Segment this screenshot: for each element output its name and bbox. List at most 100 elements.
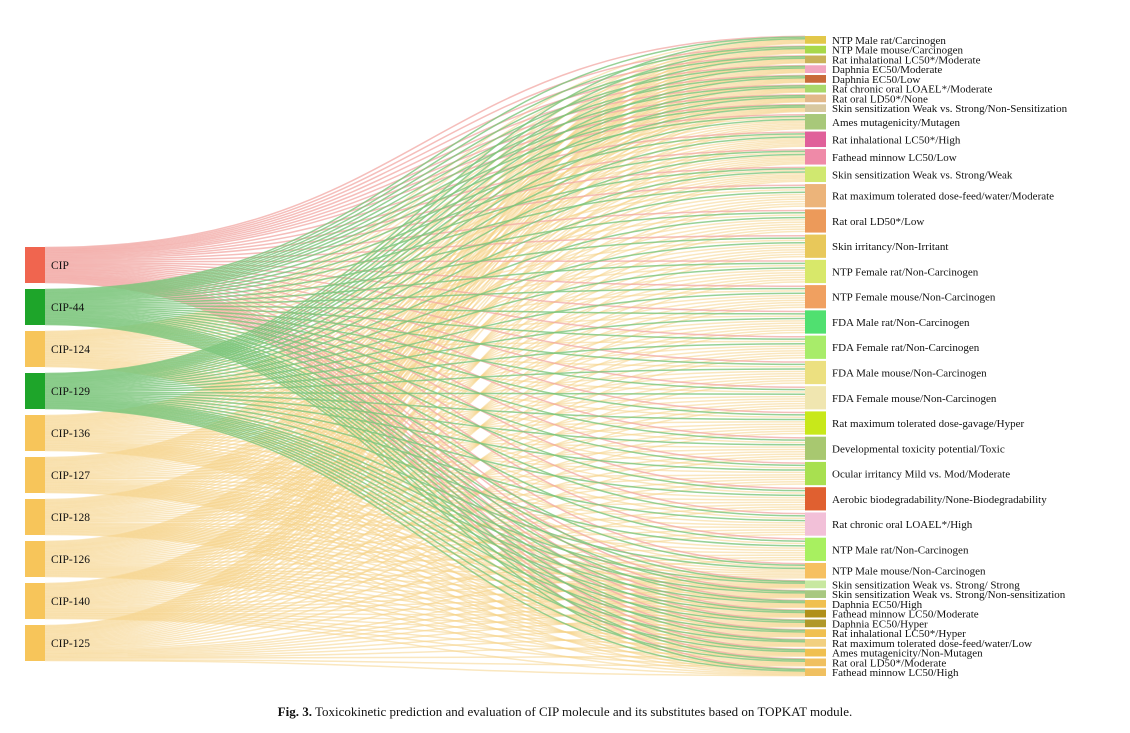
target-node-skin-sensitization-weak-vs-strong-non-sensitization[interactable] xyxy=(805,104,826,113)
source-label-cip-129: CIP-129 xyxy=(51,386,90,398)
target-node-fda-female-mouse-non-carcinogen[interactable] xyxy=(805,386,826,410)
link-cip-44-to-fda-male-rat-non-carcinogen xyxy=(44,304,806,315)
link-cip-140-to-rat-inhalational-lc50-moderate xyxy=(44,61,806,587)
target-node-rat-inhalational-lc50-moderate[interactable] xyxy=(805,55,826,64)
link-cip-126-to-rat-inhalational-lc50-high xyxy=(44,142,806,551)
target-node-rat-oral-ld50-none[interactable] xyxy=(805,94,826,103)
link-cip-129-to-ocular-irritancy-mild-vs-mod-moderate xyxy=(44,394,806,471)
link-cip-125-to-fathead-minnow-lc50-high xyxy=(44,659,806,677)
link-cip-129-to-rat-maximum-tolerated-dose-feed-water-low xyxy=(44,404,806,643)
target-node-ntp-female-rat-non-carcinogen[interactable] xyxy=(805,259,826,284)
link-cip-125-to-skin-sensitization-weak-vs-strong-weak xyxy=(44,180,806,637)
target-node-developmental-toxicity-potential-toxic[interactable] xyxy=(805,436,826,460)
link-cip-136-to-fda-male-mouse-non-carcinogen xyxy=(44,370,806,435)
link-cip-125-to-rat-chronic-oral-loael-moderate xyxy=(44,91,806,631)
source-label-cip-125: CIP-125 xyxy=(51,638,90,650)
target-node-rat-maximum-tolerated-dose-feed-water-low[interactable] xyxy=(805,638,826,647)
target-label-rat-inhalational-lc50-hyper: Rat inhalational LC50*/Hyper xyxy=(832,628,966,640)
link-cip-to-skin-sensitization-weak-vs-strong-weak xyxy=(44,166,806,259)
link-cip-125-to-daphnia-ec50-moderate xyxy=(44,71,806,630)
link-cip-125-to-rat-inhalational-lc50-moderate xyxy=(44,62,806,629)
target-node-ntp-male-rat-carcinogen[interactable] xyxy=(805,36,826,44)
link-cip-129-to-fda-male-rat-non-carcinogen xyxy=(44,317,806,391)
target-node-rat-oral-ld50-moderate[interactable] xyxy=(805,658,826,667)
sankey-diagram: CIP CIP-44 CIP-124 CIP-129 CIP-136 CIP-127 CIP… xyxy=(25,35,1068,679)
target-node-skin-sensitization-weak-vs-strong-non-sensitization[interactable] xyxy=(805,590,826,598)
source-node-cip-128[interactable] xyxy=(25,499,45,535)
target-node-rat-inhalational-lc50-hyper[interactable] xyxy=(805,629,826,637)
target-label-rat-oral-ld50-low: Rat oral LD50*/Low xyxy=(832,216,924,228)
target-label-skin-irritancy-non-irritant: Skin irritancy/Non-Irritant xyxy=(832,241,948,253)
source-node-cip-127[interactable] xyxy=(25,457,45,493)
link-cip-124-to-fda-male-rat-non-carcinogen xyxy=(44,315,806,349)
target-label-ntp-female-rat-non-carcinogen: NTP Female rat/Non-Carcinogen xyxy=(832,266,979,278)
target-node-fathead-minnow-lc50-low[interactable] xyxy=(805,149,826,165)
target-node-skin-sensitization-weak-vs-strong-weak[interactable] xyxy=(805,166,826,183)
link-cip-to-ntp-female-rat-non-carcinogen xyxy=(44,260,806,263)
link-cip-to-fathead-minnow-lc50-low xyxy=(44,149,806,258)
source-node-cip-125[interactable] xyxy=(25,625,45,661)
link-cip-125-to-fda-female-rat-non-carcinogen xyxy=(44,356,806,644)
link-cip-to-skin-irritancy-non-irritant xyxy=(44,234,806,262)
target-label-ntp-male-rat-non-carcinogen: NTP Male rat/Non-Carcinogen xyxy=(832,544,969,556)
link-cip-44-to-fda-male-mouse-non-carcinogen xyxy=(44,306,806,366)
link-cip-44-to-skin-sensitization-weak-vs-strong-non-sensitization xyxy=(44,316,806,593)
source-node-cip[interactable] xyxy=(25,247,45,283)
link-cip-129-to-fda-female-rat-non-carcinogen xyxy=(44,343,806,392)
target-node-fda-male-rat-non-carcinogen[interactable] xyxy=(805,310,826,334)
target-node-rat-chronic-oral-loael-high[interactable] xyxy=(805,512,826,536)
link-cip-125-to-daphnia-ec50-low xyxy=(44,81,806,631)
target-node-ntp-female-mouse-non-carcinogen[interactable] xyxy=(805,285,826,309)
target-node-daphnia-ec50-high[interactable] xyxy=(805,599,826,608)
link-cip-125-to-ntp-male-rat-carcinogen xyxy=(44,42,806,627)
target-node-rat-inhalational-lc50-high[interactable] xyxy=(805,131,826,148)
source-node-cip-126[interactable] xyxy=(25,541,45,577)
target-node-ocular-irritancy-mild-vs-mod-moderate[interactable] xyxy=(805,461,826,486)
link-cip-129-to-aerobic-biodegradability-none-biodegradability xyxy=(44,395,806,497)
link-cip-129-to-ames-mutagenicity-mutagen xyxy=(44,118,806,382)
link-cip-44-to-fda-female-rat-non-carcinogen xyxy=(44,305,806,340)
target-node-fda-male-mouse-non-carcinogen[interactable] xyxy=(805,360,826,385)
target-node-rat-maximum-tolerated-dose-gavage-hyper[interactable] xyxy=(805,411,826,435)
target-node-rat-maximum-tolerated-dose-feed-water-moderate[interactable] xyxy=(805,184,826,208)
source-label-cip-140: CIP-140 xyxy=(51,596,90,608)
target-node-ames-mutagenicity-non-mutagen[interactable] xyxy=(805,648,826,657)
link-cip-129-to-ntp-male-mouse-non-carcinogen xyxy=(44,398,806,570)
source-node-cip-136[interactable] xyxy=(25,415,45,451)
source-label-cip: CIP xyxy=(51,260,69,272)
link-cip-129-to-daphnia-ec50-hyper xyxy=(44,403,806,623)
source-node-cip-140[interactable] xyxy=(25,583,45,619)
target-node-fathead-minnow-lc50-high[interactable] xyxy=(805,668,826,676)
source-node-cip-129[interactable] xyxy=(25,373,45,409)
target-label-fathead-minnow-lc50-high: Fathead minnow LC50/High xyxy=(832,667,959,679)
link-cip-44-to-rat-oral-ld50-low xyxy=(44,212,806,303)
link-cip-44-to-ntp-male-rat-non-carcinogen xyxy=(44,313,806,542)
target-node-aerobic-biodegradability-none-biodegradability[interactable] xyxy=(805,487,826,511)
source-node-cip-44[interactable] xyxy=(25,289,45,325)
caption-label: Fig. 3. xyxy=(277,704,312,719)
target-label-ames-mutagenicity-non-mutagen: Ames mutagenicity/Non-Mutagen xyxy=(832,648,983,660)
link-cip-129-to-daphnia-ec50-moderate xyxy=(44,67,806,378)
target-node-rat-oral-ld50-low[interactable] xyxy=(805,209,826,233)
link-cip-129-to-ntp-male-mouse-carcinogen xyxy=(44,47,806,376)
link-cip-129-to-ntp-female-mouse-non-carcinogen xyxy=(44,292,806,390)
target-node-ames-mutagenicity-mutagen[interactable] xyxy=(805,114,826,130)
target-node-daphnia-ec50-hyper[interactable] xyxy=(805,619,826,628)
link-cip-44-to-skin-sensitization-weak-vs-strong-weak xyxy=(44,168,806,301)
target-node-ntp-male-mouse-non-carcinogen[interactable] xyxy=(805,562,826,579)
link-cip-129-to-rat-maximum-tolerated-dose-feed-water-moderate xyxy=(44,191,806,386)
target-label-ntp-male-rat-carcinogen: NTP Male rat/Carcinogen xyxy=(832,35,946,47)
target-node-ntp-male-mouse-carcinogen[interactable] xyxy=(805,45,826,54)
target-label-rat-chronic-oral-loael-high: Rat chronic oral LOAEL*/High xyxy=(832,519,973,531)
target-node-fda-female-rat-non-carcinogen[interactable] xyxy=(805,335,826,359)
target-node-rat-chronic-oral-loael-moderate[interactable] xyxy=(805,84,826,93)
target-node-daphnia-ec50-low[interactable] xyxy=(805,75,826,83)
target-node-skin-irritancy-non-irritant[interactable] xyxy=(805,234,826,258)
target-node-daphnia-ec50-moderate[interactable] xyxy=(805,65,826,74)
target-node-skin-sensitization-weak-vs-strong-strong[interactable] xyxy=(805,580,826,589)
target-node-fathead-minnow-lc50-moderate[interactable] xyxy=(805,609,826,618)
target-node-ntp-male-rat-non-carcinogen[interactable] xyxy=(805,537,826,561)
link-cip-129-to-ntp-male-rat-non-carcinogen xyxy=(44,397,806,547)
link-cip-44-to-rat-oral-ld50-none xyxy=(44,94,806,296)
source-node-cip-124[interactable] xyxy=(25,331,45,367)
